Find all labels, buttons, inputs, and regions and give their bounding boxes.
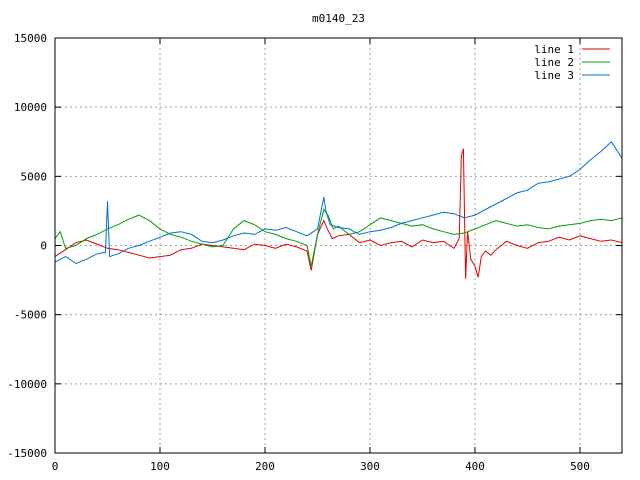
series-line-1: [54, 148, 623, 279]
y-tick-label: 0: [40, 240, 47, 253]
x-axis-ticks: 0 100 200 300 400 500: [52, 38, 590, 473]
x-tick-label: 0: [52, 460, 59, 473]
x-tick-label: 400: [465, 460, 485, 473]
y-axis-ticks: -15000 -10000 -5000 0 5000 10000 15000: [7, 32, 622, 460]
series-line-2: [54, 208, 623, 267]
y-tick-label: 10000: [14, 101, 47, 114]
y-tick-label: -10000: [7, 378, 47, 391]
y-tick-label: -5000: [14, 309, 47, 322]
grid-lines: [55, 38, 622, 453]
x-tick-label: 100: [150, 460, 170, 473]
x-tick-label: 300: [360, 460, 380, 473]
y-tick-label: 5000: [21, 170, 48, 183]
chart-title: m0140_23: [312, 12, 365, 25]
legend-label-line-2: line 2: [534, 56, 574, 69]
legend-label-line-1: line 1: [534, 43, 574, 56]
series-group: [54, 141, 623, 279]
legend-label-line-3: line 3: [534, 69, 574, 82]
series-line-3: [54, 141, 623, 265]
x-tick-label: 500: [570, 460, 590, 473]
plot-frame: [54, 37, 623, 454]
x-tick-label: 200: [255, 460, 275, 473]
y-tick-label: 15000: [14, 32, 47, 45]
y-tick-label: -15000: [7, 447, 47, 460]
